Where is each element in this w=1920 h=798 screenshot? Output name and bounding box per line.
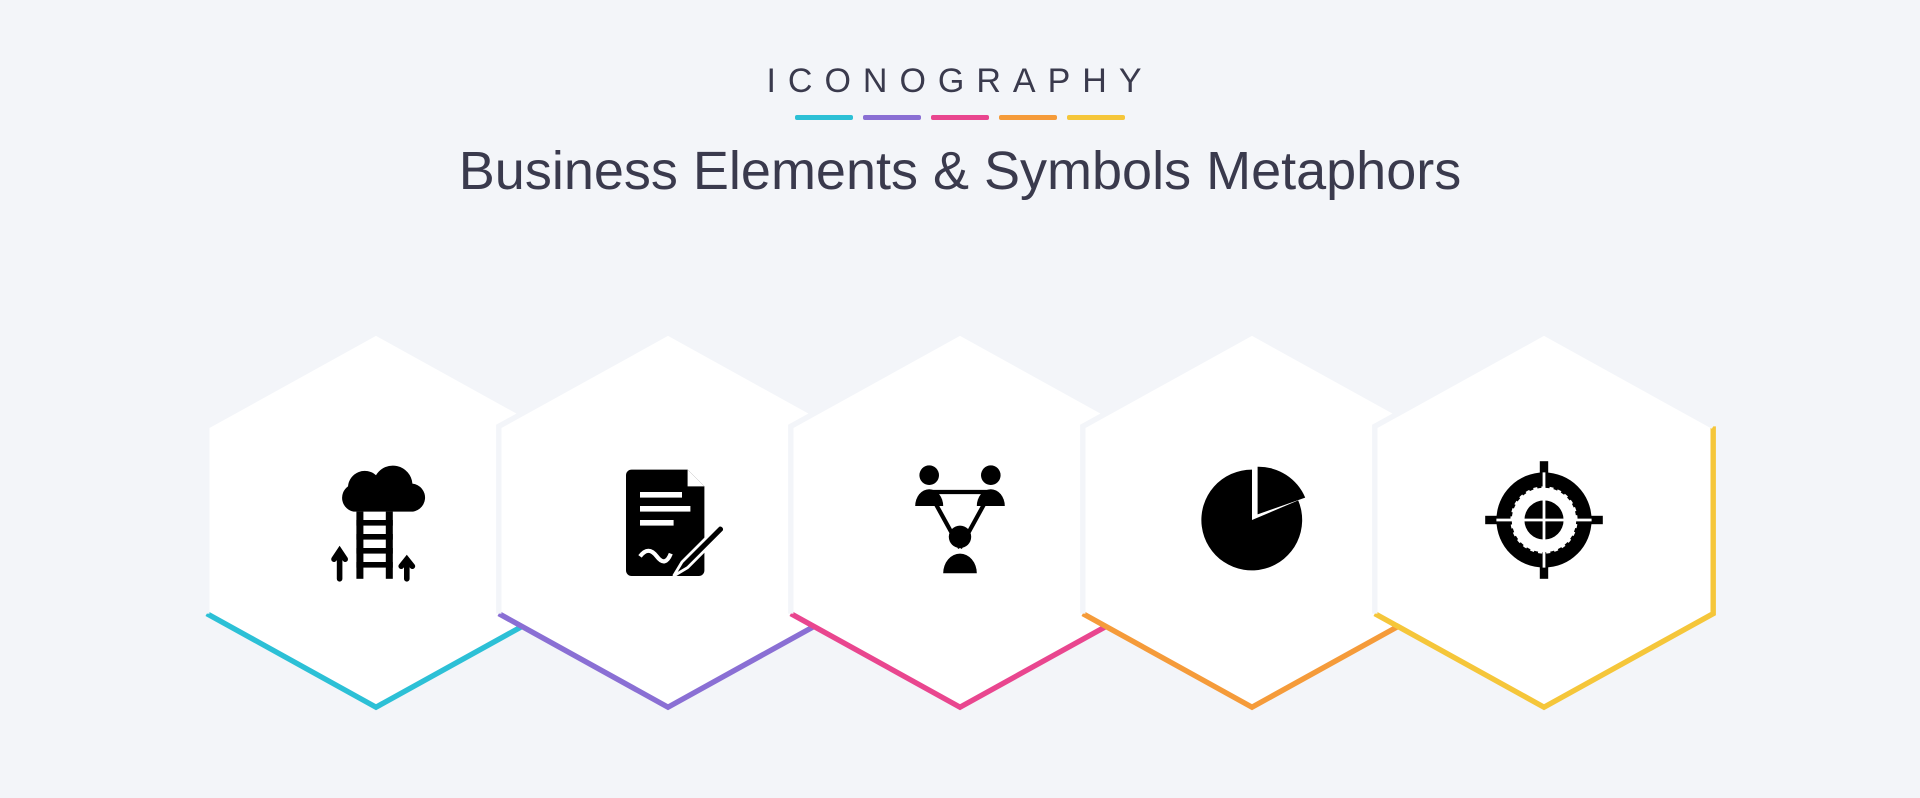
- accent-stripes: [0, 115, 1920, 120]
- pie-chart-icon: [1182, 450, 1322, 590]
- stripe-2: [931, 115, 989, 120]
- page-title: Business Elements & Symbols Metaphors: [0, 140, 1920, 202]
- stripe-4: [1067, 115, 1125, 120]
- cloud-ladder-icon: [306, 450, 446, 590]
- stripe-1: [863, 115, 921, 120]
- hex-row: [196, 320, 1724, 720]
- stripe-0: [795, 115, 853, 120]
- target-icon: [1474, 450, 1614, 590]
- stripe-3: [999, 115, 1057, 120]
- header: ICONOGRAPHY Business Elements & Symbols …: [0, 62, 1920, 202]
- brand-label: ICONOGRAPHY: [0, 62, 1920, 101]
- hex-tile-target: [1364, 320, 1724, 720]
- document-sign-icon: [598, 450, 738, 590]
- team-network-icon: [890, 450, 1030, 590]
